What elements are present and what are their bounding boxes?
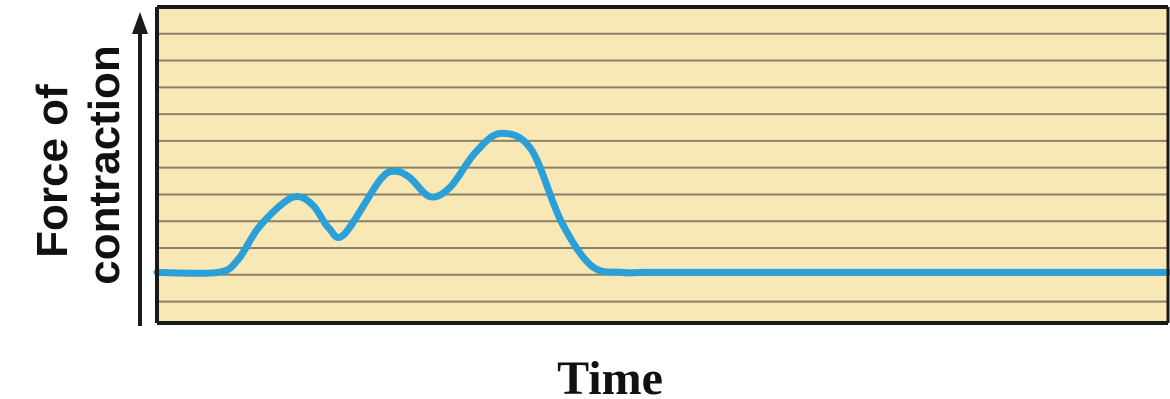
y-axis-arrow-head <box>132 12 148 34</box>
series-line <box>153 129 1170 277</box>
x-axis-label: Time <box>557 352 663 399</box>
y-axis-label: Force of contraction <box>28 45 129 285</box>
y-axis-label-line-2: contraction <box>80 45 129 285</box>
y-axis-label-line-1: Force of <box>28 84 77 258</box>
